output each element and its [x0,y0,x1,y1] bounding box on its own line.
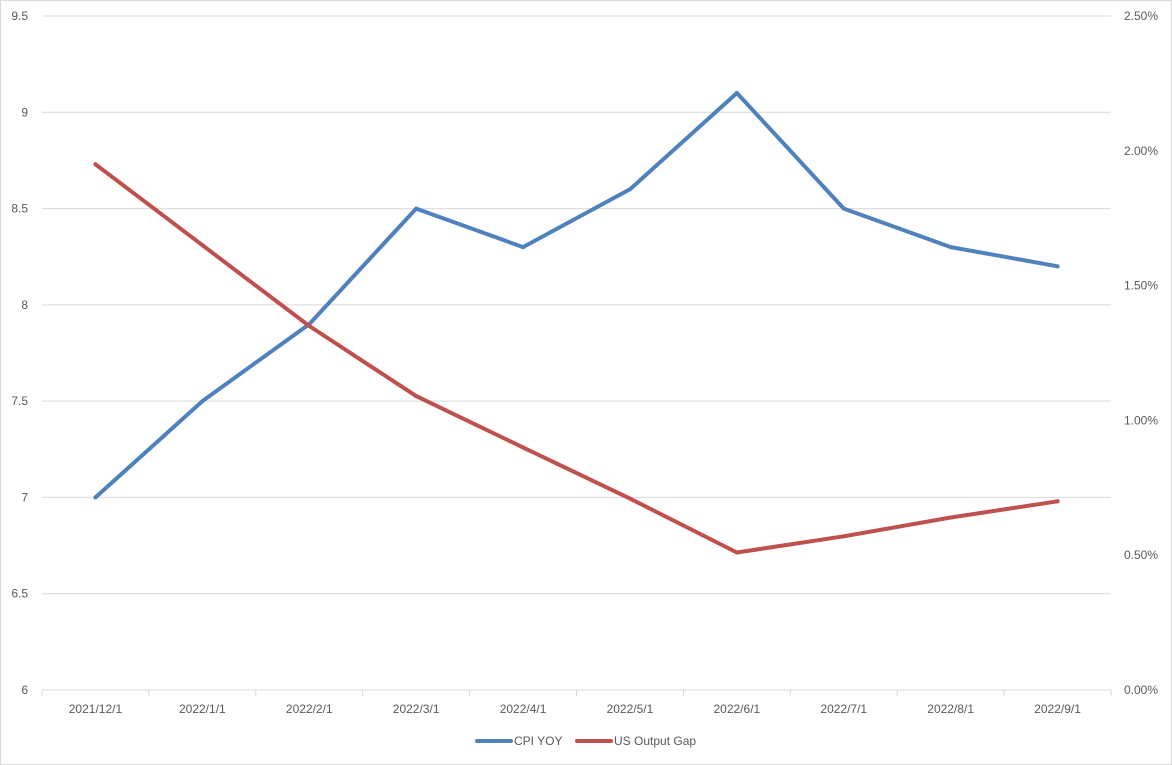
data-point-us-output-gap [734,550,739,555]
x-tick-label: 2022/4/1 [500,702,547,716]
data-point-us-output-gap [414,394,419,399]
data-point-cpi-yoy [200,399,205,404]
y-left-tick-label: 7 [21,490,28,504]
y-left-tick-label: 9.5 [11,9,28,23]
x-tick-label: 2022/3/1 [393,702,440,716]
data-point-us-output-gap [307,324,312,329]
data-point-us-output-gap [948,515,953,520]
y-right-tick-label: 2.50% [1124,9,1158,23]
y-axis-right: 0.00% 0.50% 1.00% 1.50% 2.00% 2.50% [1124,9,1158,697]
data-point-cpi-yoy [521,245,526,250]
y-right-tick-label: 1.00% [1124,413,1158,427]
legend-label-us-output-gap: US Output Gap [614,734,696,748]
data-point-cpi-yoy [93,495,98,500]
x-tick-label: 2022/9/1 [1034,702,1081,716]
data-point-cpi-yoy [948,245,953,250]
legend: CPI YOY US Output Gap [475,734,696,748]
data-point-cpi-yoy [414,206,419,211]
x-tick-label: 2022/5/1 [607,702,654,716]
x-tick-label: 2022/8/1 [927,702,974,716]
data-point-us-output-gap [841,534,846,539]
x-axis: 2021/12/1 2022/1/1 2022/2/1 2022/3/1 2022/4/… [41,689,1112,716]
data-point-us-output-gap [93,162,98,167]
x-tick-label: 2022/1/1 [179,702,226,716]
y-right-tick-label: 0.50% [1124,548,1158,562]
data-point-us-output-gap [521,445,526,450]
data-point-cpi-yoy [627,187,632,192]
y-left-tick-label: 6.5 [11,587,28,601]
y-axis-left: 6 6.5 7 7.5 8 8.5 9 9.5 [11,9,28,697]
series-line-us-output-gap [93,162,1060,555]
x-tick-label: 2021/12/1 [69,702,123,716]
data-point-us-output-gap [1055,499,1060,504]
data-point-cpi-yoy [734,91,739,96]
y-right-tick-label: 1.50% [1124,279,1158,293]
y-left-tick-label: 7.5 [11,394,28,408]
x-tick-label: 2022/2/1 [286,702,333,716]
series-lines [93,91,1060,555]
y-left-tick-label: 9 [21,105,28,119]
y-left-tick-label: 8 [21,298,28,312]
series-line-cpi-yoy [93,91,1060,500]
x-tick-label: 2022/7/1 [820,702,867,716]
data-point-us-output-gap [200,243,205,248]
y-left-tick-label: 8.5 [11,202,28,216]
y-left-tick-label: 6 [21,683,28,697]
gridlines [42,15,1111,595]
y-right-tick-label: 0.00% [1124,683,1158,697]
y-right-tick-label: 2.00% [1124,144,1158,158]
legend-label-cpi-yoy: CPI YOY [514,734,562,748]
data-point-us-output-gap [627,496,632,501]
data-point-cpi-yoy [1055,264,1060,269]
data-point-cpi-yoy [841,206,846,211]
x-tick-label: 2022/6/1 [713,702,760,716]
